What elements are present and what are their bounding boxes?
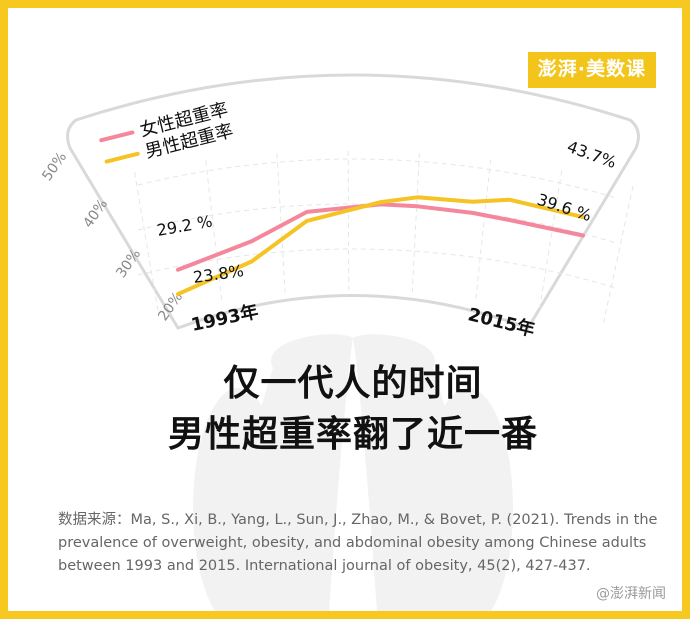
series-line-0 (176, 202, 585, 272)
headline-line-2: 男性超重率翻了近一番 (167, 414, 538, 455)
gridline-30 (137, 248, 619, 289)
chart-panel (66, 73, 640, 330)
source-citation: 数据来源：Ma, S., Xi, B., Yang, L., Sun, J., … (58, 512, 658, 574)
vertical-gridline (538, 170, 563, 310)
gridline-40 (137, 203, 619, 244)
background-silhouette (193, 334, 513, 611)
series-line-1 (176, 195, 585, 297)
headline-line-1: 仅一代人的时间 (223, 363, 483, 404)
vertical-gridline (134, 172, 159, 312)
y-tick-label: 50% (39, 149, 70, 184)
gridline-50 (137, 158, 619, 199)
brand-logo: 澎湃·美数课 (527, 52, 656, 88)
watermark: @澎湃新闻 (596, 586, 666, 602)
vertical-gridline (602, 186, 634, 326)
legend-swatch (104, 151, 140, 164)
legend-swatch (99, 130, 135, 143)
